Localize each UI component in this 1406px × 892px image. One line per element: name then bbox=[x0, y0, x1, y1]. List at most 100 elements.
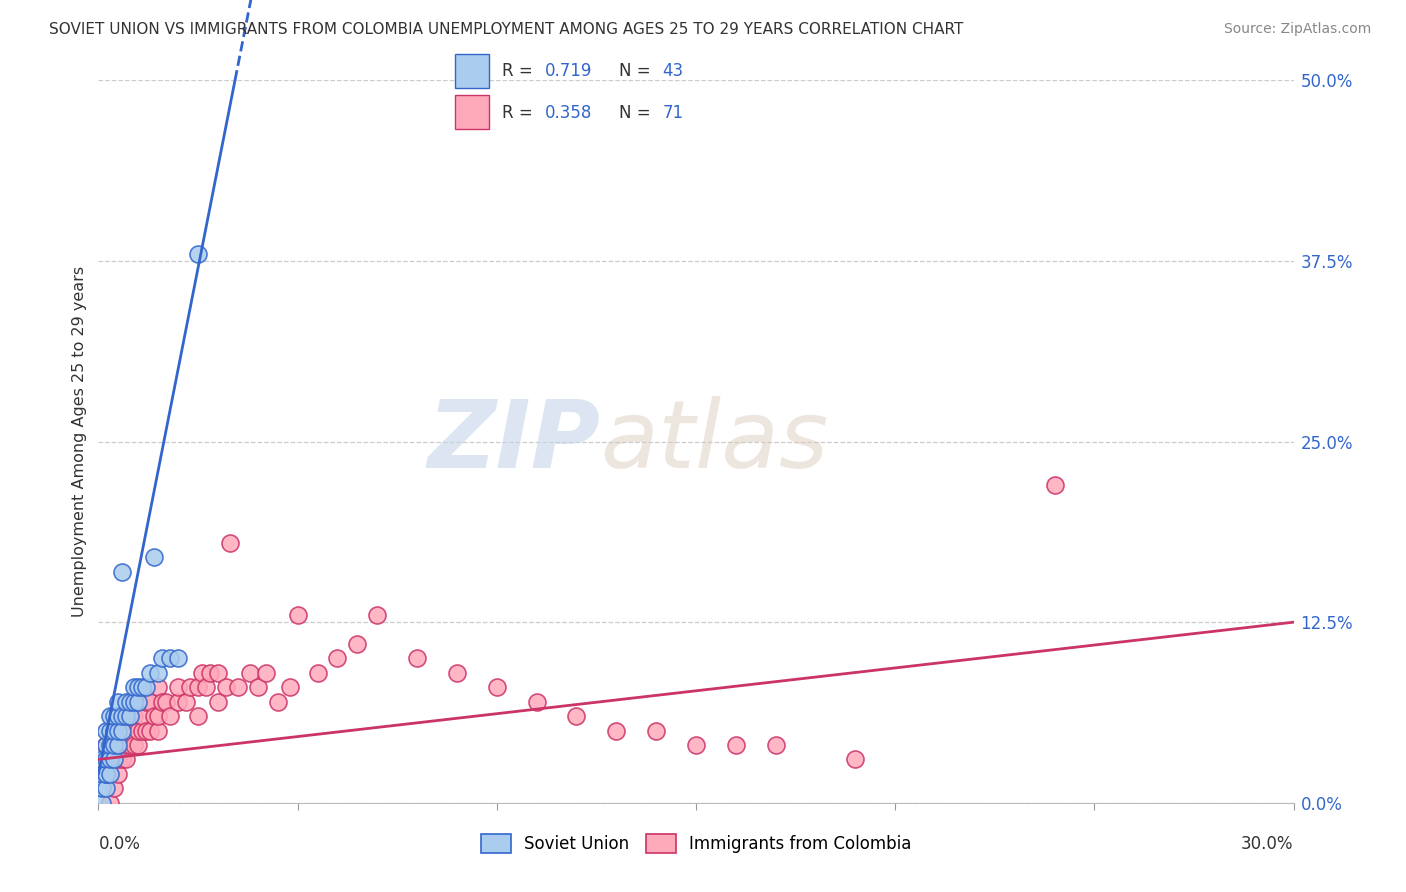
Point bbox=[167, 695, 190, 709]
Text: 30.0%: 30.0% bbox=[1241, 835, 1294, 854]
Point bbox=[254, 665, 277, 680]
Point bbox=[167, 680, 190, 694]
Point bbox=[287, 607, 309, 622]
Point bbox=[107, 767, 129, 781]
Point bbox=[107, 723, 129, 738]
Point bbox=[155, 695, 177, 709]
Point bbox=[148, 665, 170, 680]
Point bbox=[565, 709, 588, 723]
Point bbox=[103, 752, 125, 766]
Point bbox=[174, 695, 197, 709]
Point bbox=[91, 767, 114, 781]
Point bbox=[844, 752, 866, 766]
Point bbox=[139, 695, 162, 709]
Point bbox=[724, 738, 747, 752]
Point bbox=[96, 723, 118, 738]
Point bbox=[98, 723, 122, 738]
Point bbox=[267, 695, 290, 709]
Point bbox=[107, 752, 129, 766]
Point bbox=[120, 709, 142, 723]
Point bbox=[115, 752, 138, 766]
Point bbox=[645, 723, 668, 738]
Point bbox=[124, 680, 146, 694]
Text: 0.0%: 0.0% bbox=[98, 835, 141, 854]
Point bbox=[96, 781, 118, 796]
Text: 0.358: 0.358 bbox=[546, 104, 592, 122]
Point bbox=[326, 651, 349, 665]
Text: 71: 71 bbox=[662, 104, 683, 122]
Point bbox=[159, 651, 181, 665]
Point bbox=[115, 695, 138, 709]
Point bbox=[107, 695, 129, 709]
Point bbox=[127, 695, 149, 709]
Y-axis label: Unemployment Among Ages 25 to 29 years: Unemployment Among Ages 25 to 29 years bbox=[72, 266, 87, 617]
Text: R =: R = bbox=[502, 104, 537, 122]
Text: 43: 43 bbox=[662, 62, 683, 80]
Text: Source: ZipAtlas.com: Source: ZipAtlas.com bbox=[1223, 22, 1371, 37]
Point bbox=[120, 695, 142, 709]
Point bbox=[148, 709, 170, 723]
Point bbox=[135, 723, 157, 738]
Point bbox=[307, 665, 329, 680]
Point bbox=[103, 709, 125, 723]
Point bbox=[103, 752, 125, 766]
Point bbox=[111, 723, 134, 738]
Point bbox=[139, 723, 162, 738]
Point bbox=[131, 723, 153, 738]
Point bbox=[98, 767, 122, 781]
Point bbox=[98, 796, 122, 810]
Point bbox=[187, 246, 209, 260]
Point bbox=[120, 723, 142, 738]
Point bbox=[131, 680, 153, 694]
Point bbox=[91, 796, 114, 810]
Point bbox=[605, 723, 627, 738]
Point bbox=[96, 767, 118, 781]
Point bbox=[526, 695, 548, 709]
Point bbox=[685, 738, 707, 752]
Point bbox=[127, 723, 149, 738]
Point bbox=[406, 651, 429, 665]
Point bbox=[187, 709, 209, 723]
Point bbox=[96, 738, 118, 752]
Point bbox=[226, 680, 249, 694]
Point bbox=[91, 752, 114, 766]
Point bbox=[135, 680, 157, 694]
Point bbox=[278, 680, 301, 694]
Point bbox=[124, 709, 146, 723]
Point bbox=[91, 781, 114, 796]
Point bbox=[98, 738, 122, 752]
Point bbox=[148, 723, 170, 738]
Text: SOVIET UNION VS IMMIGRANTS FROM COLOMBIA UNEMPLOYMENT AMONG AGES 25 TO 29 YEARS : SOVIET UNION VS IMMIGRANTS FROM COLOMBIA… bbox=[49, 22, 963, 37]
Point bbox=[215, 680, 238, 694]
Text: N =: N = bbox=[619, 62, 657, 80]
Point bbox=[124, 695, 146, 709]
Point bbox=[207, 665, 229, 680]
Point bbox=[107, 723, 129, 738]
Point bbox=[115, 709, 138, 723]
Point bbox=[148, 680, 170, 694]
Point bbox=[150, 651, 173, 665]
Legend: Soviet Union, Immigrants from Colombia: Soviet Union, Immigrants from Colombia bbox=[474, 827, 918, 860]
Bar bbox=[456, 54, 489, 88]
Point bbox=[111, 565, 134, 579]
Point bbox=[120, 738, 142, 752]
Text: ZIP: ZIP bbox=[427, 395, 600, 488]
Point bbox=[485, 680, 508, 694]
Point bbox=[120, 709, 142, 723]
Point bbox=[111, 723, 134, 738]
Point bbox=[239, 665, 262, 680]
Point bbox=[131, 709, 153, 723]
Point bbox=[115, 738, 138, 752]
Point bbox=[143, 550, 166, 565]
Point bbox=[765, 738, 787, 752]
Point bbox=[111, 709, 134, 723]
Point bbox=[219, 535, 242, 549]
Point bbox=[111, 738, 134, 752]
Point bbox=[159, 709, 181, 723]
Point bbox=[96, 767, 118, 781]
Point bbox=[346, 637, 368, 651]
Point bbox=[198, 665, 221, 680]
Point bbox=[246, 680, 269, 694]
Point bbox=[150, 695, 173, 709]
Point bbox=[107, 738, 129, 752]
